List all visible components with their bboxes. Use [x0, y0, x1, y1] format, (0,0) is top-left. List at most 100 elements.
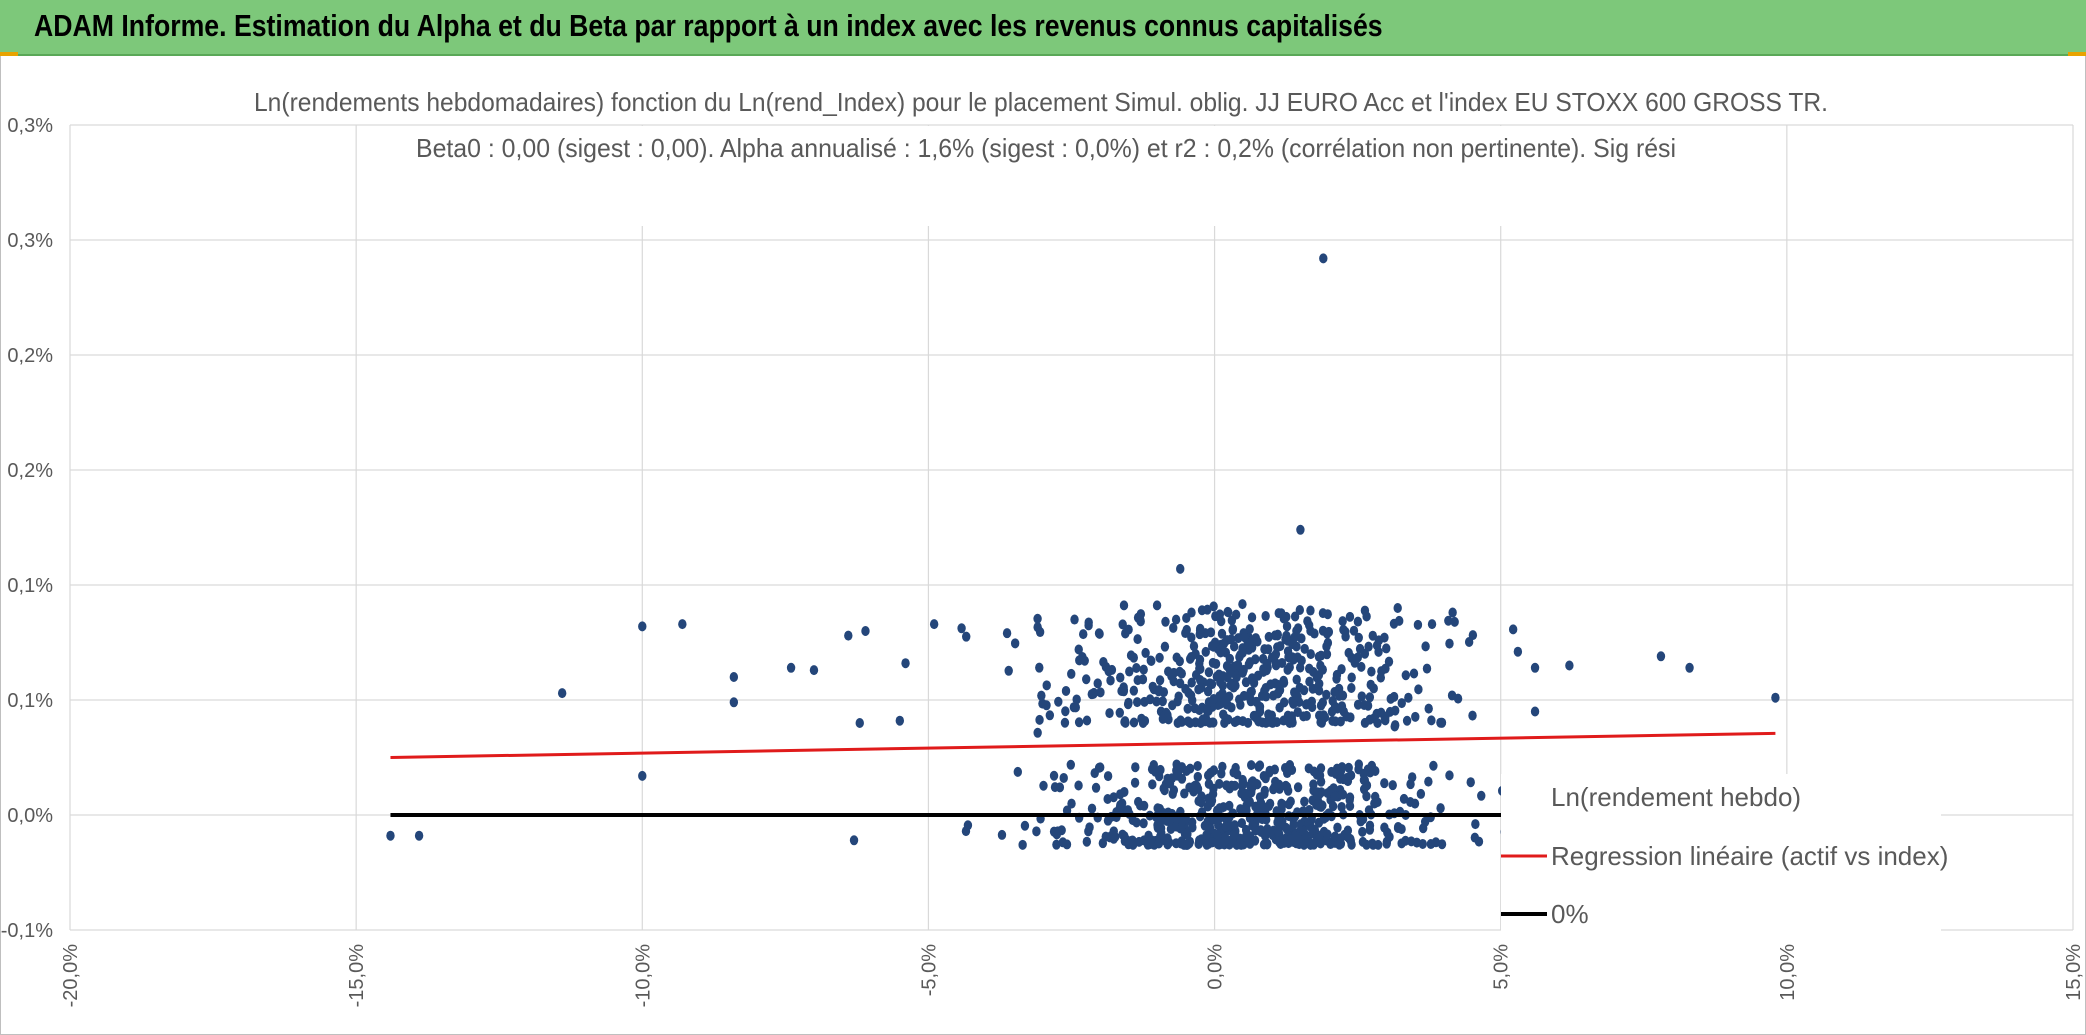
chart-title-line1: Ln(rendements hebdomadaires) fonction du… — [254, 87, 1828, 117]
x-tick-label: -10,0% — [632, 944, 654, 1008]
scatter-point — [1347, 682, 1356, 693]
scatter-point — [1123, 699, 1133, 710]
scatter-point — [1035, 662, 1044, 673]
scatter-point — [1205, 678, 1215, 689]
scatter-point — [1429, 760, 1438, 771]
scatter-point — [1218, 680, 1228, 691]
scatter-point — [1353, 699, 1363, 710]
scatter-point — [1208, 717, 1217, 728]
scatter-point — [1265, 765, 1274, 776]
scatter-point — [1175, 656, 1184, 667]
scatter-point — [1131, 762, 1140, 773]
scatter-point — [1237, 818, 1247, 829]
scatter-point — [1508, 624, 1518, 635]
scatter-point — [1337, 801, 1346, 812]
scatter-point — [1203, 686, 1213, 697]
scatter-point — [1293, 782, 1303, 793]
scatter-point — [1197, 682, 1206, 693]
scatter-point — [1020, 820, 1030, 831]
scatter-chart: -0,1% 0,0% 0,1% 0,1% 0,2% 0,2% 0,3% 0,3% -20,0% -… — [1, 86, 2085, 1008]
x-tick-label: 5,0% — [1491, 944, 1513, 990]
scatter-point — [1238, 599, 1247, 610]
scatter-point — [1013, 766, 1023, 777]
scatter-point — [1355, 643, 1365, 654]
scatter-point — [1290, 611, 1300, 622]
scatter-point — [1169, 622, 1178, 633]
scatter-point — [1129, 685, 1139, 696]
scatter-point — [1033, 613, 1042, 624]
scatter-point — [1288, 639, 1297, 650]
chart-title-line2: Beta0 : 0,00 (sigest : 0,00). Alpha annu… — [416, 133, 1676, 163]
scatter-point — [1195, 705, 1204, 716]
scatter-point — [1139, 664, 1148, 675]
scatter-point — [1154, 771, 1164, 782]
scatter-point — [1354, 759, 1364, 770]
scatter-point — [1120, 831, 1129, 842]
scatter-point — [1231, 762, 1240, 773]
scatter-point — [1255, 760, 1265, 771]
scatter-point — [1002, 628, 1012, 639]
scatter-point — [1336, 765, 1346, 776]
scatter-point — [1388, 780, 1397, 791]
scatter-point — [1368, 630, 1377, 641]
scatter-point — [1264, 631, 1274, 642]
scatter-point — [1171, 614, 1181, 625]
scatter-point — [1032, 826, 1041, 837]
scatter-point — [1270, 678, 1280, 689]
scatter-point — [1074, 644, 1083, 655]
scatter-point — [1323, 829, 1332, 840]
scatter-point — [1344, 762, 1353, 773]
scatter-point — [1273, 826, 1283, 837]
scatter-point — [1049, 770, 1059, 781]
scatter-point — [1330, 791, 1340, 802]
scatter-point — [1018, 839, 1027, 850]
scatter-point — [1222, 780, 1231, 791]
scatter-point — [1138, 674, 1148, 685]
scatter-point — [1324, 626, 1334, 637]
scatter-point — [1165, 778, 1175, 789]
scatter-point — [1397, 698, 1406, 709]
scatter-point — [1391, 705, 1400, 716]
scatter-point — [1306, 605, 1315, 616]
scatter-point — [1372, 640, 1382, 651]
scatter-point — [1424, 703, 1433, 714]
scatter-point — [1194, 796, 1203, 807]
scatter-point — [1075, 655, 1084, 666]
scatter-point — [1260, 644, 1269, 655]
scatter-point — [1444, 615, 1453, 626]
scatter-point — [1058, 837, 1068, 848]
scatter-point — [1362, 791, 1371, 802]
scatter-point — [1148, 779, 1157, 790]
scatter-point — [1399, 793, 1409, 804]
scatter-point — [1437, 717, 1447, 728]
scatter-point — [1187, 652, 1196, 663]
scatter-point — [1071, 702, 1080, 713]
scatter-point — [1193, 771, 1203, 782]
scatter-point — [1306, 649, 1315, 660]
scatter-point — [1358, 826, 1367, 837]
scatter-point — [1246, 687, 1255, 698]
scatter-point — [1157, 827, 1166, 838]
scatter-point — [1354, 632, 1363, 643]
scatter-point — [1105, 708, 1114, 719]
scatter-point — [1173, 767, 1182, 778]
scatter-point — [1084, 826, 1093, 837]
scatter-point — [1244, 659, 1254, 670]
scatter-point — [1287, 714, 1297, 725]
scatter-point — [1171, 838, 1181, 849]
scatter-point — [1139, 818, 1148, 829]
legend-label-zero: 0% — [1551, 899, 1589, 929]
scatter-point — [1196, 717, 1205, 728]
scatter-point — [1264, 801, 1274, 812]
scatter-point — [1136, 616, 1145, 627]
scatter-point — [1236, 804, 1245, 815]
scatter-point — [1393, 603, 1402, 613]
scatter-point — [1385, 831, 1394, 842]
scatter-point — [1187, 677, 1196, 688]
scatter-point — [1082, 836, 1092, 847]
scatter-point — [1224, 607, 1233, 618]
scatter-point — [1427, 619, 1437, 630]
scatter-point — [1158, 696, 1167, 707]
scatter-point — [1218, 671, 1228, 682]
scatter-point — [1230, 780, 1240, 791]
